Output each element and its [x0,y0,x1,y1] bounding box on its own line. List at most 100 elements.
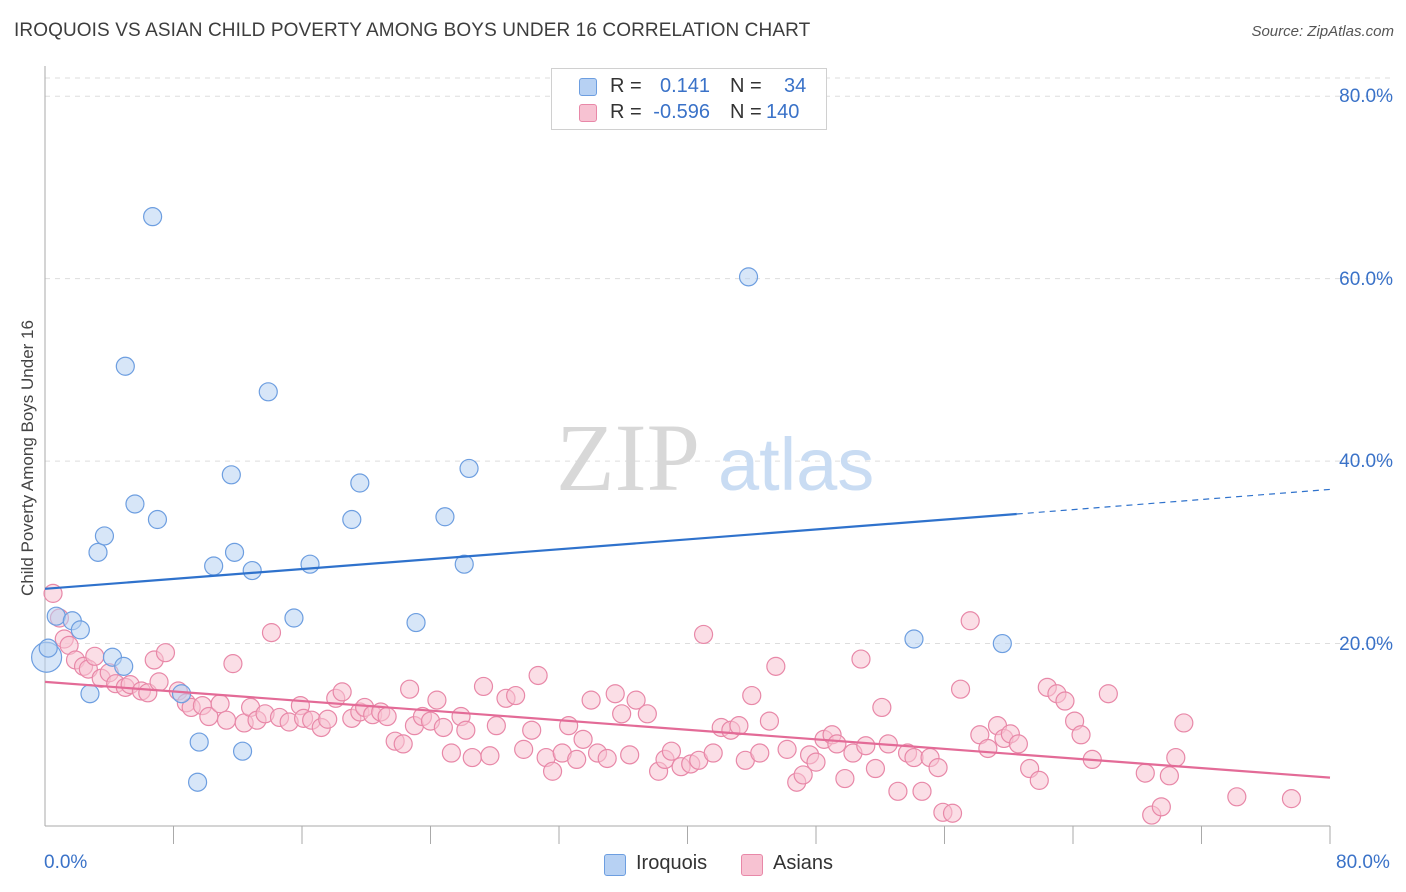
r-value: 0.141 [660,75,711,97]
asians-point [1029,770,1049,790]
asians-point [332,682,352,702]
iroquois-point [242,560,262,581]
asians-trend-line [44,680,1331,779]
asians-point [865,758,886,779]
iroquois-point [738,267,759,287]
asians-points [43,583,1302,825]
asians-point [626,690,646,710]
asians-point [742,685,762,706]
asians-point [806,752,826,772]
asians-point [522,720,542,740]
asians-point [506,685,526,706]
y-tick-label: 80.0% [1339,86,1393,108]
iroquois-point [232,741,253,761]
iroquois-point [221,465,241,485]
asians-point [433,717,453,738]
iroquois-point [46,606,66,626]
asians-point [427,690,447,710]
n-label: N = [730,75,762,97]
r-value: -0.596 [653,101,710,123]
asians-point [528,665,548,686]
watermark-atlas: atlas [718,423,874,506]
asians-point [456,720,476,740]
asians-point [827,734,847,754]
asians-point [661,741,682,761]
iroquois-point [143,207,163,227]
iroquois-point [189,732,209,752]
asians-point [261,623,282,643]
asians-point [750,743,770,763]
asians-point [573,729,593,749]
asians-point [888,781,908,801]
asians-point [393,734,413,754]
legend-row-asians: R = -0.596 N = 140 [552,101,826,125]
asians-point [942,803,963,823]
n-value: 140 [766,101,800,123]
asians-point [1135,763,1155,783]
asians-point [793,765,813,785]
asians-point [216,710,237,730]
asians-point [486,716,506,736]
iroquois-point [224,542,245,562]
iroquois-point [38,638,58,658]
iroquois-point [435,507,455,527]
asians-point [85,646,105,666]
asians-point [1174,713,1194,733]
n-label: N = [730,101,762,123]
asians-point [1071,725,1091,745]
y-tick-label: 60.0% [1339,268,1393,290]
asians-point [473,676,494,697]
iroquois-point [342,509,362,530]
asians-point [620,745,640,765]
asians-point [777,739,797,759]
iroquois-point [454,554,474,574]
n-value: 34 [784,75,807,97]
asians-point [377,706,397,727]
r-label: R = [610,75,642,97]
asians-point [567,749,587,770]
iroquois-point [284,608,304,628]
iroquois-point [115,356,135,376]
asians-point [1098,684,1118,704]
y-tick-label: 40.0% [1339,451,1393,473]
asians-point [1055,691,1075,711]
asians-point [514,739,534,759]
asians-point [729,716,749,736]
axes [44,66,1331,844]
asians-point [1008,734,1028,754]
legend-row-iroquois: R = 0.141 N = 34 [552,75,826,99]
r-label: R = [610,101,642,123]
asians-point [1281,789,1302,809]
iroquois-point [114,656,134,676]
iroquois-point [125,494,145,514]
asians-point [637,704,657,724]
iroquois-point [94,526,115,546]
asians-point [318,709,338,729]
asians-point [928,758,948,778]
iroquois-points [31,207,1012,792]
asians-point [851,649,871,669]
asians-point [856,736,876,756]
watermark-zip: ZIP [556,404,700,511]
asians-point [759,711,780,731]
watermark: ZIP atlas [556,404,874,511]
asians-point [155,643,176,663]
asians-point [612,704,632,724]
asians-point [703,743,723,763]
iroquois-trend-line [44,512,1017,590]
iroquois-point [406,612,426,633]
iroquois-point [70,620,90,640]
asians-point [149,672,169,692]
asians-point [605,684,625,704]
asians-point [441,743,461,763]
asians-point [904,747,924,768]
asians-point [960,611,980,631]
asians-point [400,679,420,699]
iroquois-point [459,458,479,479]
asians-point [1151,797,1171,817]
iroquois-point [904,629,924,649]
iroquois-point [350,473,370,493]
trend-lines [44,488,1331,779]
asians-legend-label: Asians [773,852,834,874]
